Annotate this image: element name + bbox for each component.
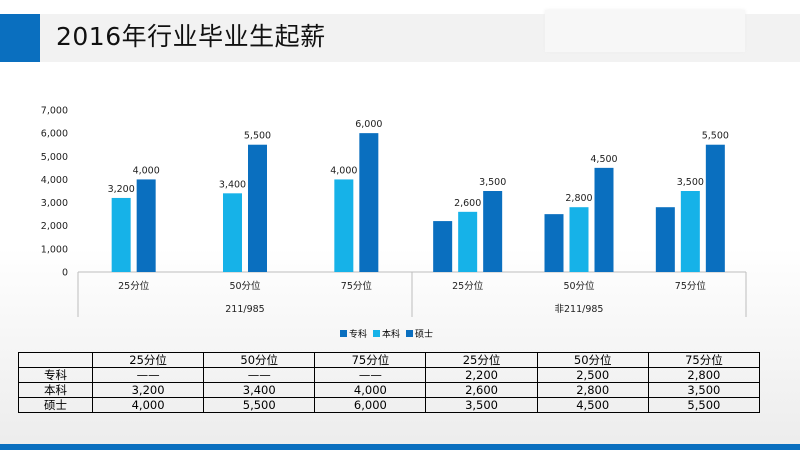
- y-tick-label: 5,000: [41, 152, 68, 163]
- group-label: 非211/985: [555, 303, 604, 315]
- bar-benke: [569, 207, 589, 272]
- bar-shuoshi: [705, 144, 725, 272]
- data-label: 3,400: [219, 179, 246, 190]
- legend-item-zhuanke: 专科: [340, 327, 367, 340]
- table-row: 本科 3,200 3,400 4,000 2,600 2,800 3,500: [18, 382, 761, 398]
- legend-swatch-benke: [373, 330, 381, 337]
- table-cell: 3,500: [425, 397, 538, 413]
- data-label: 4,500: [590, 154, 617, 165]
- y-tick-label: 3,000: [41, 198, 68, 209]
- bar-zhuanke: [544, 214, 564, 272]
- legend-label-shuoshi: 硕士: [415, 330, 434, 340]
- legend-swatch-shuoshi: [406, 330, 414, 337]
- table-cell: 2,200: [425, 367, 538, 383]
- table-cell: 3,200: [91, 382, 205, 398]
- x-tick-label: 50分位: [563, 280, 595, 292]
- table-cell: 3,500: [647, 382, 761, 398]
- x-tick-label: 25分位: [118, 280, 150, 292]
- x-tick-label: 75分位: [341, 280, 373, 292]
- legend-item-benke: 本科: [373, 327, 400, 340]
- table-cell: 6,000: [314, 397, 427, 413]
- table-cell: 2,500: [536, 367, 649, 383]
- legend-label-benke: 本科: [382, 330, 401, 340]
- table-header-cell: 25分位: [91, 352, 205, 368]
- bar-zhuanke: [433, 221, 453, 272]
- table-cell: 硕士: [18, 397, 93, 413]
- legend-swatch-zhuanke: [340, 330, 347, 337]
- x-tick-label: 50分位: [229, 280, 261, 292]
- bar-shuoshi: [594, 167, 614, 272]
- table-header-cell: 25分位: [425, 352, 538, 368]
- data-label: 5,500: [244, 131, 271, 142]
- legend-item-shuoshi: 硕士: [406, 327, 433, 340]
- table-cell: ——: [314, 367, 427, 383]
- table-cell: ——: [203, 367, 316, 383]
- table-cell: 4,000: [314, 382, 427, 398]
- y-tick-label: 0: [62, 268, 68, 279]
- table-cell: 专科: [18, 367, 93, 383]
- bar-shuoshi: [136, 179, 156, 272]
- data-label: 2,600: [454, 198, 481, 209]
- title-decoration: [545, 10, 745, 52]
- y-tick-label: 6,000: [41, 129, 68, 140]
- table-header-cell: 50分位: [536, 352, 649, 368]
- y-tick-label: 1,000: [41, 244, 68, 255]
- bar-shuoshi: [248, 144, 267, 272]
- table-cell: 5,500: [203, 397, 316, 413]
- bar-zhuanke: [655, 207, 675, 272]
- x-tick-label: 25分位: [452, 280, 484, 292]
- data-label: 5,500: [702, 131, 729, 142]
- legend-label-zhuanke: 专科: [349, 330, 368, 340]
- table-cell: 2,800: [647, 367, 761, 383]
- x-tick-label: 75分位: [675, 280, 707, 292]
- table-cell: 本科: [18, 382, 93, 398]
- table-cell: ——: [91, 367, 205, 383]
- page-title: 2016年行业毕业生起薪: [56, 22, 326, 51]
- bar-chart: 0 1,000 2,000 3,000 4,000 5,000 6,000 7,000 3,20…: [41, 106, 747, 317]
- data-label: 3,500: [479, 177, 506, 188]
- table-cell: 5,500: [647, 397, 761, 413]
- table-cell: 3,400: [203, 382, 316, 398]
- y-tick-label: 4,000: [41, 175, 68, 186]
- data-label: 3,200: [108, 184, 135, 195]
- title-accent-block: [0, 14, 40, 62]
- bar-benke: [458, 211, 478, 272]
- data-label: 4,000: [133, 165, 160, 176]
- table-header-row: 25分位 50分位 75分位 25分位 50分位 75分位: [18, 352, 761, 368]
- bar-benke: [111, 197, 131, 272]
- salary-table: 25分位 50分位 75分位 25分位 50分位 75分位 专科 —— —— —…: [18, 352, 761, 413]
- data-label: 4,000: [330, 165, 357, 176]
- table-row: 专科 —— —— —— 2,200 2,500 2,800: [18, 367, 761, 383]
- data-label: 2,800: [565, 193, 592, 204]
- table-cell: 2,800: [536, 382, 649, 398]
- y-tick-label: 2,000: [41, 221, 68, 232]
- table-cell: 4,500: [536, 397, 649, 413]
- group-label: 211/985: [225, 304, 264, 315]
- data-label: 6,000: [355, 119, 382, 130]
- table-header-cell: 50分位: [203, 352, 316, 368]
- bar-shuoshi: [483, 191, 503, 272]
- table-cell: 2,600: [425, 382, 538, 398]
- chart-legend: 专科 本科 硕士: [340, 327, 433, 340]
- table-cell: 4,000: [91, 397, 205, 413]
- bar-benke: [334, 179, 354, 272]
- table-header-cell: [18, 352, 93, 368]
- bar-shuoshi: [359, 133, 379, 272]
- table-header-cell: 75分位: [314, 352, 427, 368]
- bottom-accent-bar: [0, 444, 800, 450]
- data-label: 3,500: [677, 177, 704, 188]
- bar-benke: [680, 191, 700, 272]
- y-tick-label: 7,000: [41, 106, 68, 117]
- table-row: 硕士 4,000 5,500 6,000 3,500 4,500 5,500: [18, 397, 761, 413]
- table-header-cell: 75分位: [647, 352, 761, 368]
- bar-benke: [223, 193, 242, 272]
